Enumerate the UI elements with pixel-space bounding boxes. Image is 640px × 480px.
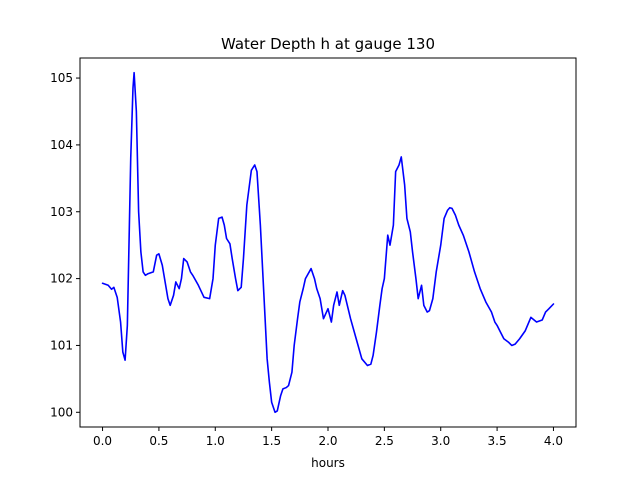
plot-area: 0.0 0.5 1.0 1.5 2.0 2.5 3.0 3.5 4.0 100 101 102 103 1… [50, 57, 577, 448]
x-tick-label: 0.0 [93, 434, 112, 448]
x-tick-label: 3.5 [488, 434, 507, 448]
x-axis-label: hours [311, 456, 345, 470]
x-tick-label: 0.5 [149, 434, 168, 448]
series-line-0 [101, 71, 555, 414]
y-tick-label: 104 [50, 138, 73, 152]
chart-title: Water Depth h at gauge 130 [221, 35, 435, 53]
y-tick-label: 105 [50, 71, 73, 85]
y-tick-label: 103 [50, 205, 73, 219]
x-tick-label: 3.0 [431, 434, 450, 448]
x-tick-label: 4.0 [544, 434, 563, 448]
x-tick-label: 1.5 [262, 434, 281, 448]
x-tick-label: 2.0 [318, 434, 337, 448]
x-tick-label: 2.5 [375, 434, 394, 448]
y-tick-label: 100 [50, 405, 73, 419]
y-tick-label: 101 [50, 338, 73, 352]
y-tick-label: 102 [50, 272, 73, 286]
x-tick-label: 1.0 [206, 434, 225, 448]
